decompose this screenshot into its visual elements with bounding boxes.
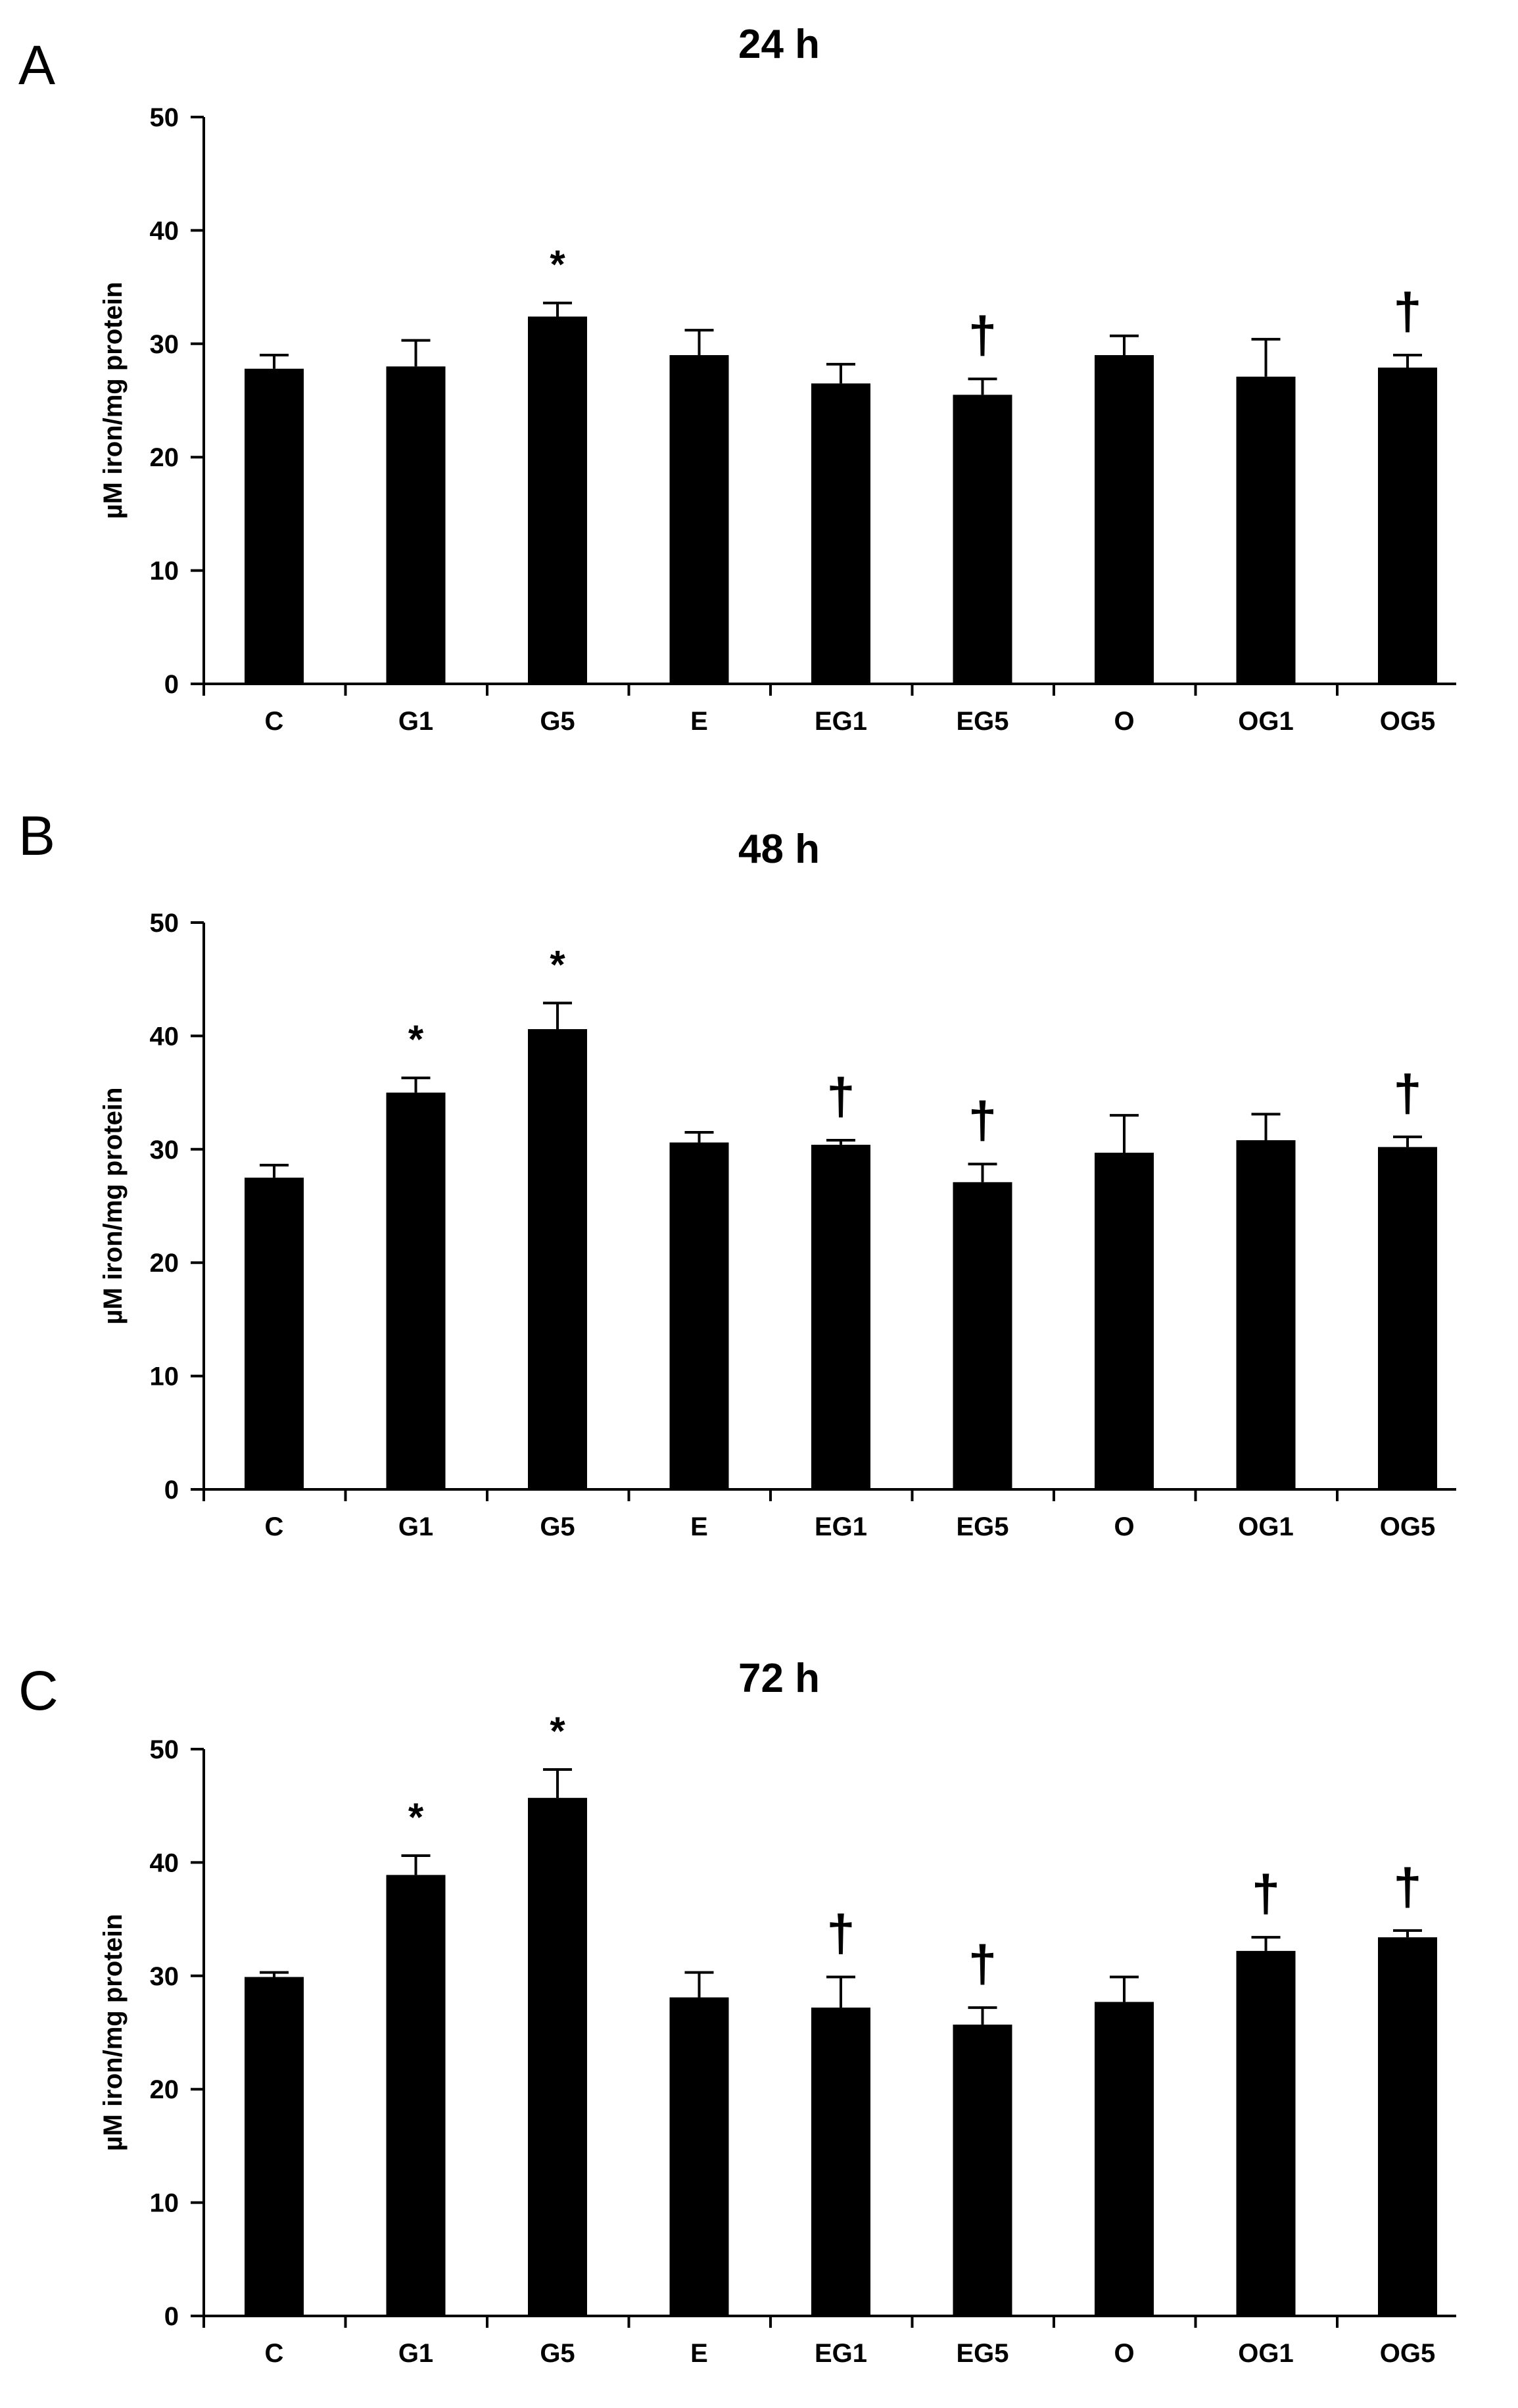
panel-c-significance-marker-g5: *	[550, 1709, 565, 1753]
panel-b-significance-marker-og5: †	[1393, 1064, 1421, 1122]
panel-b-category-label-e: E	[690, 1512, 708, 1541]
panel-b-bar-eg5	[953, 1182, 1012, 1489]
panel-b-ytick-label-0: 0	[164, 1476, 179, 1505]
panel-a-ytick-label-40: 40	[150, 216, 179, 245]
panel-b-ytick-label-30: 30	[150, 1136, 179, 1165]
panel-c-significance-marker-og5: †	[1393, 1858, 1421, 1915]
panel-c-ytick-label-50: 50	[150, 1735, 179, 1764]
panel-b-category-label-eg5: EG5	[956, 1512, 1008, 1541]
panel-b-ytick-label-50: 50	[150, 909, 179, 938]
panel-c-category-label-g5: G5	[540, 2339, 575, 2368]
panel-c-category-label-eg5: EG5	[956, 2339, 1008, 2368]
panel-a-letter: A	[18, 34, 55, 96]
panel-b-bar-og1	[1236, 1140, 1296, 1489]
panel-a-category-label-eg5: EG5	[956, 707, 1008, 736]
panel-c-ytick-label-0: 0	[164, 2302, 179, 2331]
panel-c-ytick-label-40: 40	[150, 1848, 179, 1877]
panel-c-bar-g5	[528, 1798, 587, 2316]
panel-a-category-label-og1: OG1	[1238, 707, 1293, 736]
panel-b-category-label-og1: OG1	[1238, 1512, 1293, 1541]
panel-b-ytick-label-40: 40	[150, 1022, 179, 1051]
panel-a-bar-o	[1095, 355, 1154, 684]
panel-b-category-label-g5: G5	[540, 1512, 575, 1541]
panel-c-category-label-og5: OG5	[1380, 2339, 1435, 2368]
panel-a-bar-g5	[528, 316, 587, 684]
panel-c-bar-og5	[1378, 1937, 1437, 2316]
panel-c-significance-marker-g1: *	[408, 1795, 424, 1839]
panel-a-ylabel: µM iron/mg protein	[99, 282, 128, 519]
panel-b-significance-marker-eg5: †	[968, 1091, 997, 1149]
panel-a-ytick-label-10: 10	[150, 557, 179, 586]
panel-a-bar-g1	[386, 366, 446, 684]
panel-a-significance-marker-g5: *	[550, 243, 565, 287]
panel-a-bar-og1	[1236, 376, 1296, 684]
panel-b-category-label-o: O	[1114, 1512, 1134, 1541]
panel-c-significance-marker-eg1: †	[826, 1904, 855, 1962]
panel-a-bar-eg1	[811, 383, 870, 684]
panel-c-bar-e	[669, 1997, 729, 2316]
panel-a-category-label-o: O	[1114, 707, 1134, 736]
panel-c-ylabel: µM iron/mg protein	[99, 1914, 128, 2152]
panel-a-bar-c	[245, 368, 304, 684]
panel-c-category-label-e: E	[690, 2339, 708, 2368]
panel-c-category-label-g1: G1	[398, 2339, 433, 2368]
panel-b-ytick-label-10: 10	[150, 1362, 179, 1391]
panel-b-category-label-g1: G1	[398, 1512, 433, 1541]
panel-b-category-label-og5: OG5	[1380, 1512, 1435, 1541]
panel-c-category-label-eg1: EG1	[815, 2339, 867, 2368]
panel-c-ytick-label-30: 30	[150, 1962, 179, 1991]
panel-a-ytick-label-20: 20	[150, 443, 179, 472]
panel-a-bar-e	[669, 355, 729, 684]
panel-b-bar-o	[1095, 1152, 1154, 1489]
panel-b-bar-eg1	[811, 1144, 870, 1489]
panel-a-category-label-g1: G1	[398, 707, 433, 736]
panel-c-bar-c	[245, 1977, 304, 2316]
panel-a-category-label-eg1: EG1	[815, 707, 867, 736]
panel-a-category-label-e: E	[690, 707, 708, 736]
panel-b-letter: B	[18, 805, 55, 867]
panel-b-bar-c	[245, 1177, 304, 1489]
panel-b-significance-marker-g5: *	[550, 942, 565, 986]
panel-c-ytick-label-20: 20	[150, 2075, 179, 2104]
panel-c-bar-o	[1095, 2002, 1154, 2316]
panel-b-category-label-c: C	[265, 1512, 284, 1541]
panel-c-ytick-label-10: 10	[150, 2189, 179, 2218]
panel-c-bar-g1	[386, 1875, 446, 2316]
panel-a-category-label-g5: G5	[540, 707, 575, 736]
panel-c-bar-eg1	[811, 2008, 870, 2316]
panel-a-bar-og5	[1378, 368, 1437, 684]
panel-c-category-label-og1: OG1	[1238, 2339, 1293, 2368]
panel-b-ytick-label-20: 20	[150, 1249, 179, 1278]
panel-b-category-label-eg1: EG1	[815, 1512, 867, 1541]
panel-a-significance-marker-eg5: †	[968, 306, 997, 364]
panel-a-title: 24 h	[738, 22, 820, 67]
panel-a-category-label-og5: OG5	[1380, 707, 1435, 736]
panel-c-letter: C	[18, 1660, 59, 1722]
panel-a-category-label-c: C	[265, 707, 284, 736]
panel-c-bar-og1	[1236, 1950, 1296, 2316]
panel-a-bar-eg5	[953, 395, 1012, 684]
panel-b-significance-marker-g1: *	[408, 1017, 424, 1061]
panel-b-bar-g5	[528, 1029, 587, 1489]
panel-b-bar-e	[669, 1142, 729, 1489]
panel-a-significance-marker-og5: †	[1393, 282, 1421, 340]
panel-c-category-label-c: C	[265, 2339, 284, 2368]
panel-c-significance-marker-og1: †	[1252, 1864, 1280, 1922]
panel-b-bar-og5	[1378, 1147, 1437, 1489]
panel-c-title: 72 h	[738, 1656, 820, 1701]
panel-a-ytick-label-50: 50	[150, 103, 179, 132]
panel-b-bar-g1	[386, 1092, 446, 1489]
panel-c-category-label-o: O	[1114, 2339, 1134, 2368]
panel-c-bar-eg5	[953, 2024, 1012, 2316]
panel-b-title: 48 h	[738, 827, 820, 872]
panel-b-ylabel: µM iron/mg protein	[99, 1088, 128, 1325]
panel-a-ytick-label-0: 0	[164, 670, 179, 699]
panel-a-ytick-label-30: 30	[150, 330, 179, 359]
panel-c-significance-marker-eg5: †	[968, 1935, 997, 1992]
panel-b-significance-marker-eg1: †	[826, 1067, 855, 1125]
